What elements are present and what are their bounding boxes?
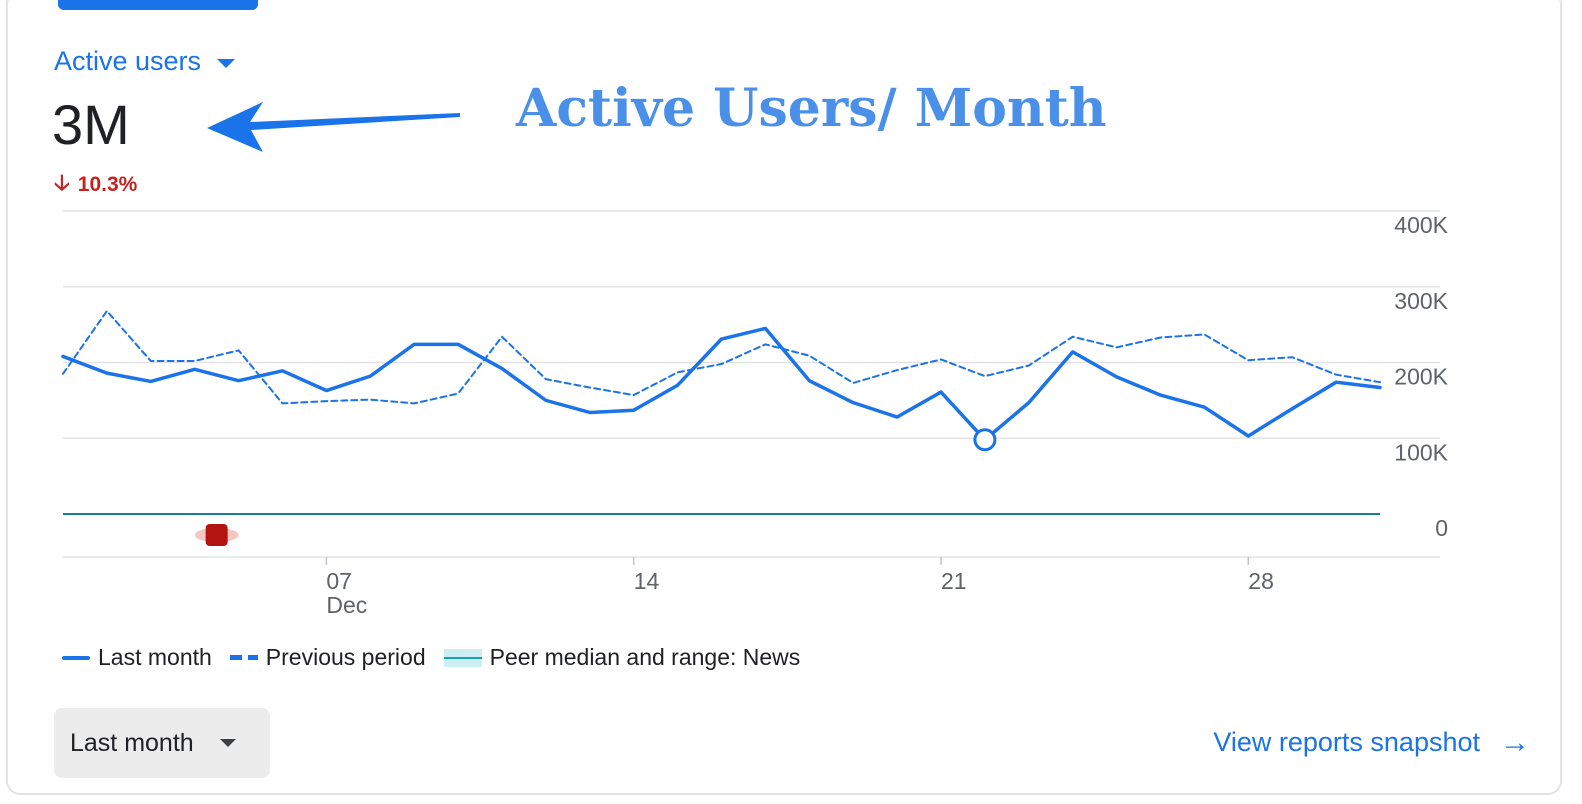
legend-label: Last month	[98, 644, 212, 670]
legend-item-previous-period: Previous period	[229, 644, 426, 671]
anomaly-marker	[205, 524, 228, 546]
y-tick-label: 300K	[1394, 288, 1448, 314]
metric-value: 3M	[52, 93, 130, 156]
solid-line-icon	[62, 655, 90, 660]
legend-label: Peer median and range: News	[489, 644, 801, 670]
annotation-text: Active Users/ Month	[516, 78, 1107, 139]
delta-badge: 🡣 10.3%	[54, 166, 137, 204]
metric-dropdown[interactable]: Active users	[54, 46, 236, 77]
metric-label: Active users	[54, 46, 202, 76]
period-select[interactable]: Last month	[54, 708, 270, 778]
x-tick-label: 21	[941, 568, 967, 594]
legend-item-peer: Peer median and range: News	[443, 644, 801, 671]
y-tick-label: 400K	[1394, 212, 1448, 238]
chart-legend: Last month Previous period Peer median a…	[62, 644, 818, 671]
y-tick-label: 0	[1435, 515, 1448, 541]
arrow-right-icon: →	[1500, 725, 1530, 759]
x-tick-label: 28	[1248, 568, 1274, 594]
triangle-down-icon	[217, 58, 236, 68]
dashed-line-icon	[229, 655, 258, 660]
last-month-line	[61, 326, 1382, 442]
y-tick-label: 100K	[1394, 439, 1448, 465]
y-tick-label: 200K	[1394, 364, 1448, 390]
triangle-down-icon	[219, 739, 236, 747]
previous-period-line	[62, 309, 1381, 405]
view-reports-snapshot-link[interactable]: View reports snapshot →	[1213, 727, 1530, 758]
active-users-card	[6, 0, 1562, 795]
x-tick-label: 14	[634, 568, 660, 594]
legend-item-last-month: Last month	[62, 644, 212, 671]
view-link-label: View reports snapshot	[1213, 727, 1480, 757]
hover-point-marker	[973, 428, 997, 452]
period-select-label: Last month	[70, 728, 194, 757]
delta-value: 10.3%	[77, 173, 138, 196]
tab-indicator	[58, 0, 258, 10]
arrow-down-icon: 🡣	[54, 170, 70, 195]
x-tick-sublabel: Dec	[326, 592, 367, 618]
arrow-left-icon	[207, 102, 460, 152]
legend-label: Previous period	[265, 644, 426, 670]
x-tick-label: 07	[326, 568, 352, 594]
peer-range-icon	[443, 648, 482, 667]
